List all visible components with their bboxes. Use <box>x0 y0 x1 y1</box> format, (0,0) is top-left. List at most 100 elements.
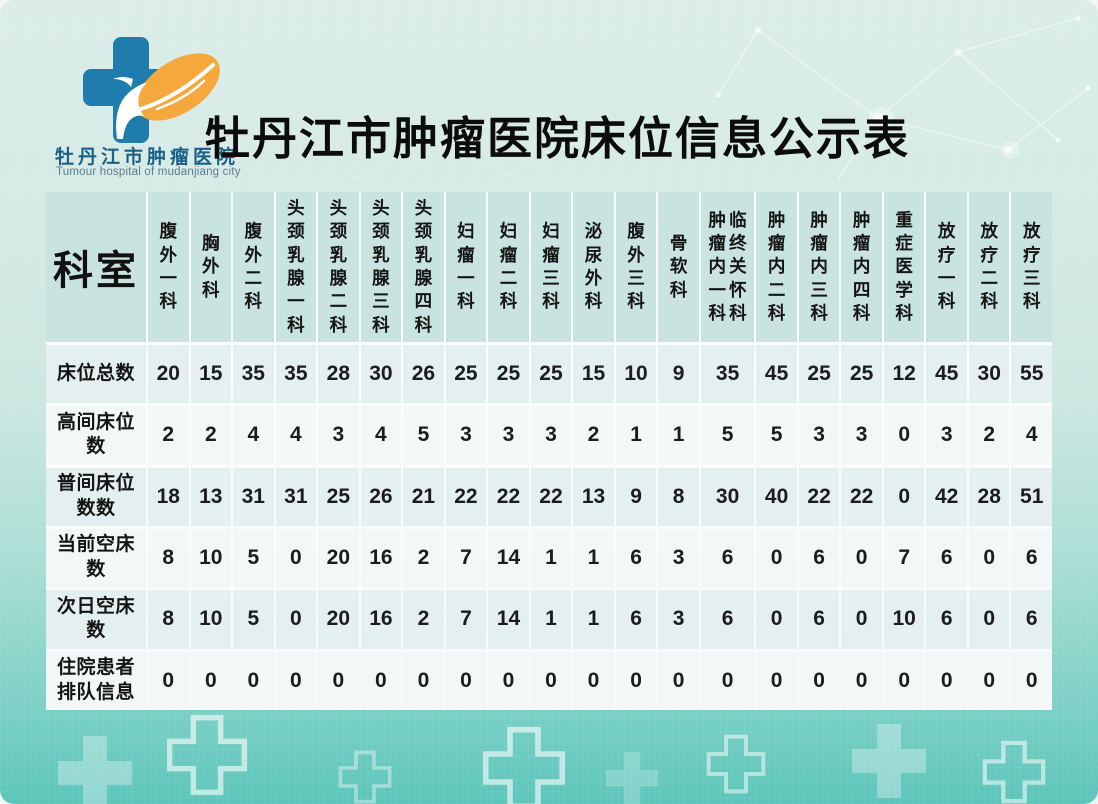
column-header-text: 重症医学科 <box>895 209 913 323</box>
value-cell: 20 <box>148 345 189 404</box>
column-header-text: 放疗二科 <box>980 221 998 312</box>
column-header-text: 肿瘤内四科 <box>852 209 871 323</box>
value-cell: 0 <box>968 651 1010 710</box>
logo-dove-icon <box>113 77 147 139</box>
column-header: 腹外一科 <box>148 192 189 342</box>
column-header: 腹外二科 <box>233 192 274 342</box>
column-header: 头颈乳腺一科 <box>275 192 317 342</box>
value-cell: 30 <box>968 345 1010 404</box>
value-cell: 2 <box>403 528 444 588</box>
column-header-text: 头颈乳腺二科 <box>329 198 348 335</box>
value-cell: 0 <box>798 651 840 710</box>
value-cell: 6 <box>798 590 840 649</box>
hospital-name-en: Tumour hospital of mudanjiang city <box>56 166 241 178</box>
value-cell: 28 <box>968 467 1010 526</box>
column-header-text: 腹外三科 <box>627 221 645 312</box>
cross-decoration-icon <box>606 752 658 804</box>
column-header: 胸外科 <box>190 192 232 342</box>
value-cell: 0 <box>403 651 444 710</box>
column-header-text: 肿瘤内二科 <box>767 209 786 323</box>
value-cell: 40 <box>756 467 797 526</box>
column-header: 妇瘤三科 <box>530 192 572 342</box>
value-cell: 3 <box>530 406 572 465</box>
value-cell: 22 <box>798 467 840 526</box>
column-header-text: 妇瘤三科 <box>542 221 560 312</box>
value-cell: 10 <box>883 590 925 649</box>
value-cell: 25 <box>841 345 882 404</box>
column-header-text: 放疗三科 <box>1022 221 1041 312</box>
value-cell: 4 <box>1011 406 1052 465</box>
column-header-text: 胸外科 <box>202 233 220 300</box>
value-cell: 0 <box>190 651 232 710</box>
value-cell: 7 <box>883 528 925 588</box>
value-cell: 35 <box>275 345 317 404</box>
value-cell: 0 <box>233 651 274 710</box>
value-cell: 5 <box>700 406 755 465</box>
value-cell: 8 <box>658 467 699 526</box>
column-header-text: 头颈乳腺三科 <box>372 198 390 335</box>
value-cell: 2 <box>190 406 232 465</box>
value-cell: 25 <box>318 467 359 526</box>
value-cell: 35 <box>233 345 274 404</box>
value-cell: 16 <box>360 528 402 588</box>
value-cell: 5 <box>233 528 274 588</box>
value-cell: 0 <box>883 406 925 465</box>
cross-decoration-icon <box>852 724 926 798</box>
value-cell: 45 <box>756 345 797 404</box>
column-header: 骨软科 <box>658 192 699 342</box>
row-label: 高间床位数 <box>46 406 146 465</box>
value-cell: 3 <box>658 528 699 588</box>
value-cell: 25 <box>530 345 572 404</box>
value-cell: 0 <box>148 651 189 710</box>
value-cell: 55 <box>1011 345 1052 404</box>
value-cell: 4 <box>360 406 402 465</box>
value-cell: 0 <box>615 651 657 710</box>
value-cell: 25 <box>488 345 529 404</box>
value-cell: 15 <box>573 345 614 404</box>
value-cell: 18 <box>148 467 189 526</box>
value-cell: 0 <box>968 528 1010 588</box>
corner-header-department: 科室 <box>46 192 146 342</box>
value-cell: 3 <box>445 406 487 465</box>
column-header: 肿瘤内一科 临终关怀科 <box>700 192 755 342</box>
value-cell: 1 <box>530 590 572 649</box>
row-label: 普间床位数数 <box>46 467 146 526</box>
value-cell: 6 <box>615 528 657 588</box>
column-header: 泌尿外科 <box>573 192 614 342</box>
value-cell: 0 <box>756 590 797 649</box>
value-cell: 3 <box>658 590 699 649</box>
value-cell: 5 <box>403 406 444 465</box>
value-cell: 0 <box>1011 651 1052 710</box>
value-cell: 6 <box>926 590 967 649</box>
value-cell: 3 <box>798 406 840 465</box>
value-cell: 51 <box>1011 467 1052 526</box>
value-cell: 0 <box>926 651 967 710</box>
value-cell: 3 <box>318 406 359 465</box>
value-cell: 30 <box>360 345 402 404</box>
value-cell: 2 <box>968 406 1010 465</box>
cross-decoration-icon <box>482 726 566 804</box>
value-cell: 9 <box>658 345 699 404</box>
column-header: 放疗二科 <box>968 192 1010 342</box>
column-header-text: 腹外一科 <box>159 221 178 312</box>
value-cell: 26 <box>403 345 444 404</box>
hospital-name-cn: 牡丹江市肿瘤医院 <box>55 147 240 168</box>
value-cell: 6 <box>700 528 755 588</box>
value-cell: 31 <box>275 467 317 526</box>
value-cell: 3 <box>926 406 967 465</box>
value-cell: 31 <box>233 467 274 526</box>
value-cell: 3 <box>841 406 882 465</box>
value-cell: 22 <box>530 467 572 526</box>
column-header-text: 肿瘤内三科 <box>810 209 828 323</box>
value-cell: 3 <box>488 406 529 465</box>
value-cell: 0 <box>756 651 797 710</box>
value-cell: 26 <box>360 467 402 526</box>
column-header: 重症医学科 <box>883 192 925 342</box>
value-cell: 0 <box>756 528 797 588</box>
value-cell: 14 <box>488 528 529 588</box>
value-cell: 5 <box>756 406 797 465</box>
value-cell: 21 <box>403 467 444 526</box>
value-cell: 22 <box>488 467 529 526</box>
value-cell: 0 <box>841 590 882 649</box>
